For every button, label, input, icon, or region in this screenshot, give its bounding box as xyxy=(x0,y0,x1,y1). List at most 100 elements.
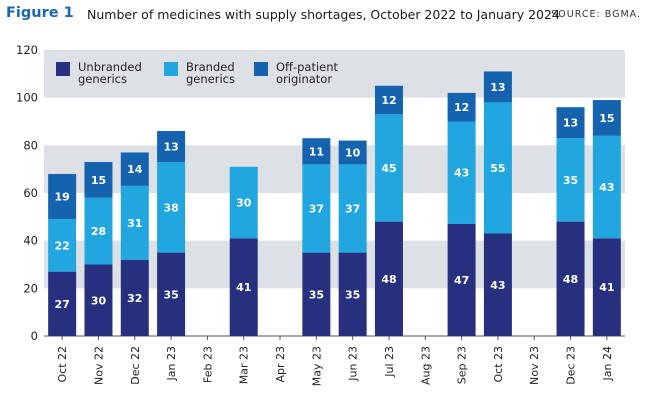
bar-value-label: 37 xyxy=(309,202,324,215)
y-tick-label: 80 xyxy=(23,138,38,152)
bar-value-label: 55 xyxy=(490,162,505,175)
bar-segment xyxy=(48,271,77,336)
x-tick-label: May 23 xyxy=(310,346,323,386)
legend-label: generics xyxy=(186,72,235,86)
bar-segment xyxy=(120,185,149,260)
bar-segment xyxy=(48,173,77,220)
bar-segment xyxy=(302,252,331,336)
bar-segment xyxy=(556,221,585,336)
bar-segment xyxy=(229,166,258,239)
bar-segment xyxy=(338,164,367,253)
bar-segment xyxy=(157,252,186,336)
bar-value-label: 22 xyxy=(55,239,70,252)
x-tick-label: Jul 23 xyxy=(383,346,396,378)
legend-label: generics xyxy=(78,72,127,86)
grid-band xyxy=(44,50,625,98)
bar-value-label: 48 xyxy=(563,273,578,286)
bar-segment xyxy=(229,238,258,336)
x-tick-label: Dec 22 xyxy=(129,346,142,385)
bar-value-label: 48 xyxy=(381,273,396,286)
y-tick-label: 0 xyxy=(31,329,38,343)
bar-value-label: 43 xyxy=(490,279,505,292)
x-tick-label: Apr 23 xyxy=(274,346,287,383)
bar-value-label: 13 xyxy=(563,117,578,130)
x-tick-label: Oct 22 xyxy=(56,346,69,383)
bar-segment xyxy=(447,121,476,224)
bar-segment xyxy=(302,138,331,165)
bar-segment xyxy=(48,219,77,272)
bar-value-label: 45 xyxy=(381,162,396,175)
bar-segment xyxy=(302,164,331,253)
bar-value-label: 43 xyxy=(599,181,614,194)
x-tick-label: Nov 23 xyxy=(528,346,541,385)
bar-segment xyxy=(157,162,186,253)
bar-value-label: 30 xyxy=(236,197,252,210)
legend-label: originator xyxy=(276,72,332,86)
bar-value-label: 35 xyxy=(345,288,360,301)
bar-value-label: 15 xyxy=(599,112,614,125)
x-tick-label: Jan 24 xyxy=(601,346,614,381)
bar-value-label: 38 xyxy=(163,201,178,214)
bar-segment xyxy=(338,252,367,336)
bar-segment xyxy=(592,100,621,136)
bar-value-label: 13 xyxy=(163,141,178,154)
bar-value-label: 41 xyxy=(599,281,614,294)
legend-label: Branded xyxy=(186,60,235,74)
y-tick-label: 60 xyxy=(23,186,38,200)
bar-segment xyxy=(120,259,149,336)
bar-segment xyxy=(84,197,113,265)
source-note: SOURCE: BGMA. xyxy=(551,9,641,20)
bar-segment xyxy=(157,131,186,163)
legend-swatch xyxy=(164,62,178,76)
bar-value-label: 43 xyxy=(454,167,469,180)
bar-value-label: 12 xyxy=(381,94,396,107)
y-tick-label: 100 xyxy=(16,91,38,105)
bar-value-label: 30 xyxy=(91,294,107,307)
bar-segment xyxy=(84,264,113,336)
bar-value-label: 19 xyxy=(55,191,70,204)
bar-value-label: 35 xyxy=(309,288,324,301)
bar-value-label: 13 xyxy=(490,81,505,94)
x-tick-label: Jun 23 xyxy=(347,346,360,382)
y-tick-label: 120 xyxy=(16,43,38,57)
figure-title: Number of medicines with supply shortage… xyxy=(87,7,560,22)
bar-segment xyxy=(483,233,512,336)
bar-value-label: 11 xyxy=(309,145,324,158)
bar-segment xyxy=(374,221,403,336)
legend-swatch xyxy=(56,62,70,76)
bar-segment xyxy=(556,138,585,222)
figure-header: Figure 1 Number of medicines with supply… xyxy=(0,0,653,30)
bar-value-label: 37 xyxy=(345,202,360,215)
legend-label: Off-patient xyxy=(276,60,339,74)
bar-value-label: 41 xyxy=(236,281,251,294)
bar-segment xyxy=(556,107,585,139)
legend-label: Unbranded xyxy=(78,60,142,74)
bar-segment xyxy=(338,140,367,165)
bar-segment xyxy=(592,135,621,239)
bar-value-label: 14 xyxy=(127,163,143,176)
bar-value-label: 12 xyxy=(454,101,469,114)
x-tick-label: Mar 23 xyxy=(238,346,251,384)
bar-segment xyxy=(447,223,476,336)
bar-value-label: 35 xyxy=(563,174,578,187)
bar-segment xyxy=(483,102,512,234)
bar-value-label: 32 xyxy=(127,292,142,305)
bar-value-label: 10 xyxy=(345,146,361,159)
bar-value-label: 35 xyxy=(163,288,178,301)
x-tick-label: Dec 23 xyxy=(565,346,578,385)
bar-segment xyxy=(84,162,113,198)
bar-value-label: 31 xyxy=(127,217,142,230)
y-tick-label: 20 xyxy=(23,281,38,295)
bar-value-label: 15 xyxy=(91,174,106,187)
y-tick-label: 40 xyxy=(23,234,38,248)
x-tick-label: Jan 23 xyxy=(165,346,178,381)
bar-segment xyxy=(120,152,149,186)
legend-swatch xyxy=(254,62,268,76)
x-tick-label: Sep 23 xyxy=(456,346,469,384)
bar-segment xyxy=(447,92,476,122)
bar-segment xyxy=(374,85,403,115)
x-tick-label: Aug 23 xyxy=(419,346,432,385)
bar-segment xyxy=(483,71,512,103)
bar-segment xyxy=(374,114,403,222)
